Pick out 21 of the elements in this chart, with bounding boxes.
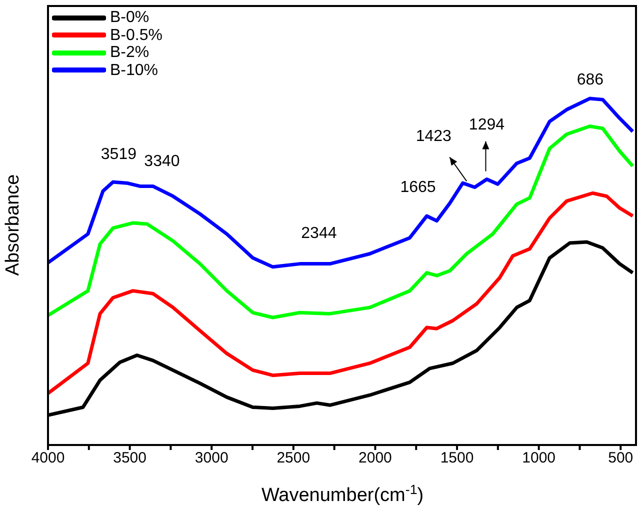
annotation: 1294 <box>468 116 505 134</box>
legend-label: B-0% <box>110 9 150 26</box>
legend-label: B-0.5% <box>110 26 162 44</box>
x-tick-label: 3500 <box>113 450 146 467</box>
annotation: 3519 <box>100 146 137 164</box>
annotation: 686 <box>576 72 604 89</box>
x-tick-label: 1000 <box>522 450 556 467</box>
y-axis-title: Absorbance <box>2 174 24 276</box>
x-tick-label: 3000 <box>194 450 228 467</box>
legend-label: B-10% <box>110 62 158 79</box>
x-tick-label: 4000 <box>31 450 65 467</box>
annotation: 1665 <box>400 178 436 196</box>
x-tick-label: 2500 <box>276 450 310 467</box>
annotation: 3340 <box>144 153 180 170</box>
annotation: 2344 <box>301 224 337 242</box>
x-tick-label: 1500 <box>440 450 474 467</box>
x-tick-label: 500 <box>608 450 634 467</box>
x-axis-title: Wavenumber(cm$^{-1}$) <box>261 482 424 506</box>
legend-label: B-2% <box>110 44 150 62</box>
x-tick-label: 2000 <box>358 450 392 467</box>
annotation: 1423 <box>416 128 452 146</box>
